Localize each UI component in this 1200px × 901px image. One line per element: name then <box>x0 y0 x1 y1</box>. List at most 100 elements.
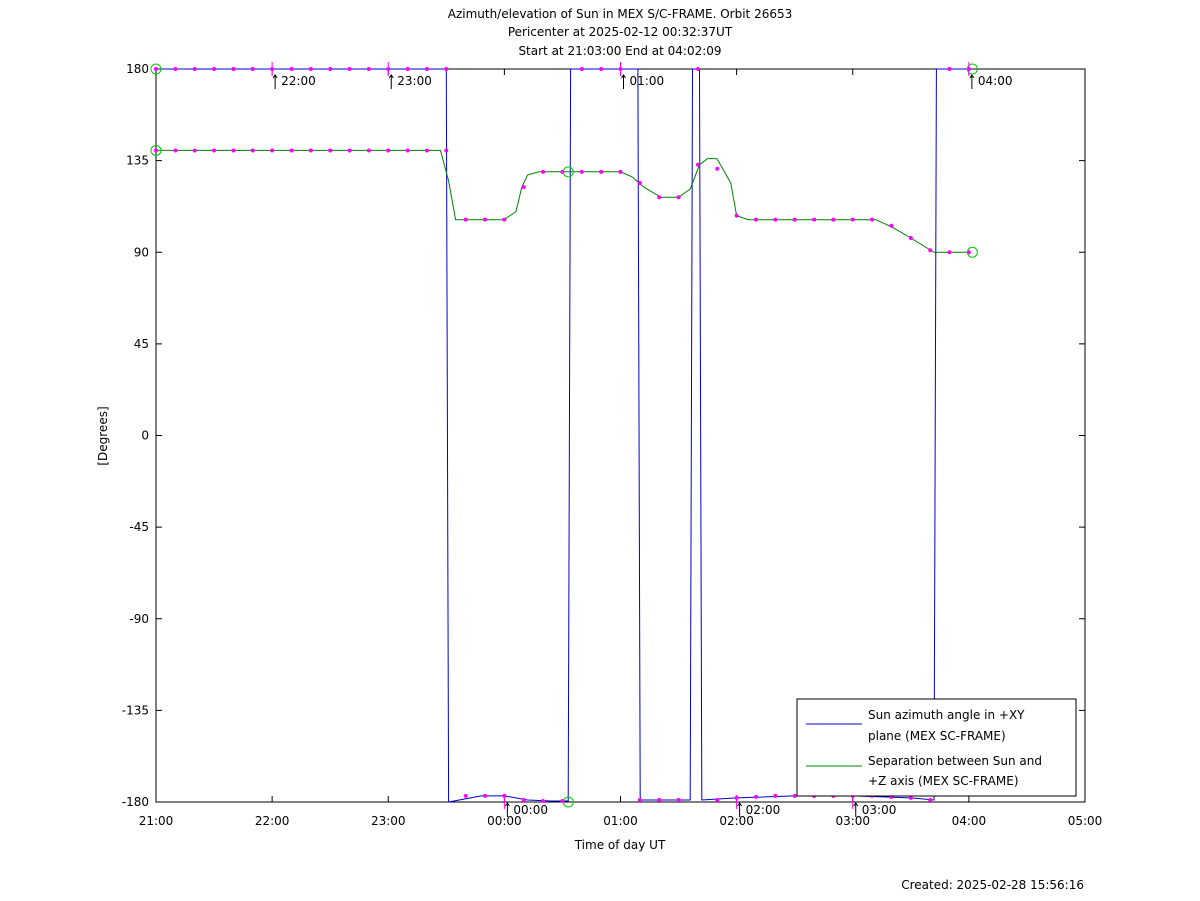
sample-point <box>792 217 797 222</box>
x-tick-label: 05:00 <box>1068 814 1103 828</box>
hour-arrow-head-icon <box>853 802 859 807</box>
x-tick-label: 21:00 <box>139 814 174 828</box>
series-line-separation <box>156 149 969 253</box>
sample-point <box>482 217 487 222</box>
y-tick-label: -45 <box>129 520 149 534</box>
hour-arrow-head-icon <box>504 802 510 807</box>
sample-point <box>405 148 410 153</box>
sample-point <box>308 67 313 71</box>
sample-point <box>482 793 487 798</box>
x-tick-label: 01:00 <box>603 814 638 828</box>
sample-point <box>928 248 933 253</box>
sample-point <box>754 217 759 222</box>
sample-point <box>850 217 855 222</box>
x-tick-label: 22:00 <box>255 814 290 828</box>
hour-arrow-head-icon <box>388 74 394 79</box>
sample-point <box>870 217 875 222</box>
hour-arrow-head-icon <box>737 802 743 807</box>
y-tick-label: -180 <box>122 795 149 809</box>
sample-point <box>599 67 604 71</box>
sample-point <box>444 67 449 71</box>
hour-annotation-label: 22:00 <box>281 74 316 88</box>
sample-point <box>270 148 275 153</box>
sample-point <box>444 148 449 153</box>
series-layer <box>156 68 973 803</box>
y-tick-label: 180 <box>126 62 149 76</box>
sample-point <box>212 67 217 71</box>
sample-point <box>192 67 197 71</box>
y-tick-label: 0 <box>141 429 149 443</box>
hour-annotation-label: 01:00 <box>630 74 665 88</box>
title-line-1: Azimuth/elevation of Sun in MEX S/C-FRAM… <box>448 7 793 21</box>
endpoint-circle <box>966 246 978 258</box>
sample-point <box>695 67 700 71</box>
sample-point <box>154 148 158 153</box>
x-tick-label: 02:00 <box>719 814 754 828</box>
sample-point <box>889 223 894 228</box>
legend-label-separation-line-1: Separation between Sun and <box>868 754 1042 768</box>
endpoint-circle <box>562 796 574 808</box>
chart-title: Azimuth/elevation of Sun in MEX S/C-FRAM… <box>448 7 793 58</box>
sample-point <box>579 169 584 174</box>
legend-label-separation-line-2: +Z axis (MEX SC-FRAME) <box>868 774 1019 788</box>
sample-point <box>192 148 197 153</box>
legend-label-azimuth-line-2: plane (MEX SC-FRAME) <box>868 729 1006 743</box>
x-tick-label: 03:00 <box>835 814 870 828</box>
sample-point <box>366 148 371 153</box>
sample-point <box>947 250 952 255</box>
sample-point <box>908 235 913 240</box>
sample-point <box>773 217 778 222</box>
sample-point <box>928 797 933 802</box>
sample-point <box>792 793 797 798</box>
sample-point <box>773 793 778 798</box>
hour-arrow-head-icon <box>621 74 626 79</box>
legend-label-azimuth-line-1: Sun azimuth angle in +XY <box>868 708 1025 722</box>
y-tick-label: 90 <box>134 245 149 259</box>
sample-point <box>231 67 236 71</box>
x-tick-label: 00:00 <box>487 814 522 828</box>
y-tick-label: 45 <box>134 337 149 351</box>
sample-point <box>212 148 217 153</box>
sample-point <box>405 67 410 71</box>
sample-point <box>812 217 817 222</box>
legend: Sun azimuth angle in +XY plane (MEX SC-F… <box>796 698 1077 797</box>
sample-point <box>676 797 681 802</box>
hour-annotation-label: 04:00 <box>978 74 1013 88</box>
hour-arrow-head-icon <box>969 74 975 79</box>
sample-point <box>947 67 952 71</box>
sample-point <box>386 148 391 153</box>
sample-point <box>289 148 294 153</box>
hour-annotation-label: 03:00 <box>862 803 897 817</box>
sample-point <box>308 148 313 153</box>
endpoint-circle <box>966 63 978 75</box>
y-tick-label: 135 <box>126 154 149 168</box>
sample-point <box>521 185 526 190</box>
sample-point <box>754 794 759 799</box>
sample-point <box>637 797 642 802</box>
sample-point <box>347 148 352 153</box>
y-tick-label: -135 <box>122 703 149 717</box>
sample-point <box>637 181 642 186</box>
sample-point <box>831 217 836 222</box>
sample-point <box>173 148 178 153</box>
series-line-azimuth <box>156 68 973 803</box>
hour-annotation-label: 00:00 <box>513 803 548 817</box>
hour-annotation-label: 23:00 <box>397 74 432 88</box>
sample-point <box>599 169 604 174</box>
sample-point <box>715 797 720 802</box>
sample-point <box>424 148 429 153</box>
sample-point <box>657 195 662 200</box>
sample-point <box>908 795 913 800</box>
sample-point <box>463 793 468 798</box>
sample-point <box>541 798 546 803</box>
sample-point <box>328 148 333 153</box>
marker-layer <box>150 63 978 808</box>
sample-point <box>695 162 700 167</box>
sample-point <box>579 67 584 71</box>
x-tick-label: 04:00 <box>952 814 987 828</box>
sample-point <box>521 797 526 802</box>
x-tick-label: 23:00 <box>371 814 406 828</box>
sample-point <box>541 169 546 174</box>
hour-annotations: 22:00 23:00 00:00 01:00 02:00 03:00 04:00 <box>271 62 1013 817</box>
